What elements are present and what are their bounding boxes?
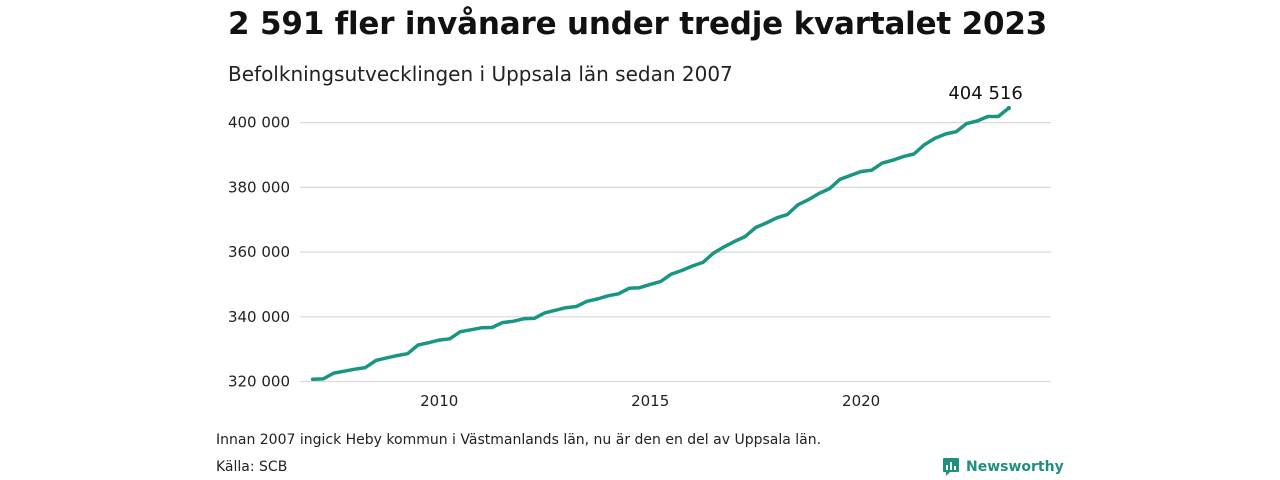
- x-tick-label: 2020: [842, 392, 880, 410]
- newsworthy-logo-icon: [943, 458, 959, 476]
- y-tick-label: 380 000: [228, 178, 290, 196]
- y-tick-label: 340 000: [228, 308, 290, 326]
- x-tick-label: 2010: [420, 392, 458, 410]
- y-tick-label: 360 000: [228, 243, 290, 261]
- brand-name: Newsworthy: [966, 459, 1064, 475]
- annotation-layer: 404 516: [948, 83, 1022, 104]
- series-line: [310, 106, 1011, 382]
- series-layer: [310, 105, 1012, 382]
- source-credit: Källa: SCB: [216, 459, 288, 475]
- x-axis-ticks: 2010 2015 2020: [420, 392, 880, 410]
- gridlines: [300, 122, 1051, 383]
- end-value-label: 404 516: [948, 83, 1022, 104]
- chart-title: 2 591 fler invånare under tredje kvartal…: [228, 6, 1048, 42]
- chart-subtitle: Befolkningsutvecklingen i Uppsala län se…: [228, 62, 733, 86]
- brand[interactable]: Newsworthy: [942, 457, 1064, 477]
- population-line-chart: 320 000 340 000 360 000 380 000 400 000 2010…: [228, 83, 1051, 410]
- y-tick-label: 400 000: [228, 114, 290, 132]
- footnote: Innan 2007 ingick Heby kommun i Västmanl…: [216, 432, 822, 448]
- y-axis-ticks: 320 000 340 000 360 000 380 000 400 000: [228, 114, 290, 391]
- x-tick-label: 2015: [631, 392, 669, 410]
- last-data-point: [1006, 105, 1012, 111]
- y-tick-label: 320 000: [228, 373, 290, 391]
